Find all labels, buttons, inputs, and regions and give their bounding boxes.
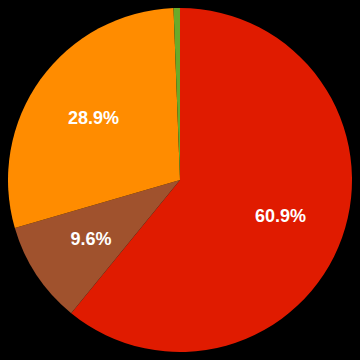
- data-label: 60.9%: [255, 206, 306, 226]
- background: [0, 0, 360, 360]
- pie: 60.9% 9.6% 28.9%: [8, 8, 352, 352]
- slices: [8, 8, 352, 352]
- slice: [174, 8, 180, 180]
- data-labels: 60.9% 9.6% 28.9%: [68, 108, 306, 249]
- data-label: 28.9%: [68, 108, 119, 128]
- chart: 60.9% 9.6% 28.9%: [0, 0, 360, 360]
- slice: [8, 8, 180, 228]
- data-label: 9.6%: [71, 229, 112, 249]
